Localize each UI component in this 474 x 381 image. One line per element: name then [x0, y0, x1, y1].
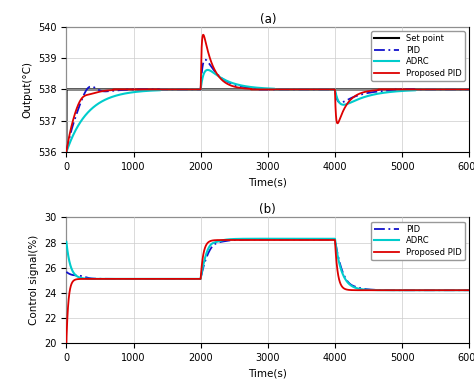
PID [322, 237, 328, 242]
Proposed PID [64, 150, 69, 154]
ADRC [164, 87, 170, 92]
PID [466, 87, 472, 92]
ADRC [352, 98, 358, 103]
ADRC [440, 87, 446, 92]
Line: Set point: Set point [66, 90, 469, 152]
PID [254, 237, 260, 242]
PID [440, 87, 446, 92]
Proposed PID [307, 238, 313, 242]
ADRC [252, 237, 257, 241]
Proposed PID [322, 87, 328, 92]
Title: (a): (a) [260, 13, 276, 26]
Set point [466, 87, 472, 92]
Y-axis label: Output(°C): Output(°C) [22, 61, 32, 118]
PID [64, 150, 69, 154]
PID [164, 277, 170, 281]
PID [307, 237, 313, 242]
ADRC [254, 85, 260, 90]
ADRC [64, 240, 69, 244]
X-axis label: Time(s): Time(s) [248, 368, 287, 378]
ADRC [352, 285, 358, 290]
PID [64, 270, 69, 274]
ADRC [322, 237, 328, 241]
Line: ADRC: ADRC [66, 70, 469, 152]
Set point [64, 87, 69, 92]
Title: (b): (b) [259, 203, 276, 216]
Y-axis label: Control signal(%): Control signal(%) [28, 235, 38, 325]
ADRC [164, 277, 170, 281]
Set point [307, 87, 313, 92]
Proposed PID [440, 288, 446, 293]
ADRC [466, 87, 472, 92]
PID [254, 86, 260, 91]
ADRC [440, 288, 446, 293]
PID [322, 87, 328, 92]
PID [307, 87, 313, 92]
Proposed PID [352, 288, 358, 293]
Set point [254, 87, 260, 92]
Proposed PID [440, 87, 446, 92]
Proposed PID [254, 87, 260, 92]
Line: Proposed PID: Proposed PID [66, 240, 469, 343]
PID [202, 58, 208, 62]
Proposed PID [225, 238, 230, 242]
Set point [164, 87, 170, 92]
Set point [322, 87, 328, 92]
PID [352, 94, 358, 99]
Proposed PID [164, 277, 170, 281]
Line: PID: PID [66, 60, 469, 152]
PID [352, 284, 358, 289]
Legend: Set point, PID, ADRC, Proposed PID: Set point, PID, ADRC, Proposed PID [371, 31, 465, 81]
Proposed PID [64, 341, 69, 345]
Proposed PID [201, 32, 206, 37]
ADRC [64, 150, 69, 154]
Proposed PID [254, 238, 260, 242]
PID [258, 237, 264, 242]
Proposed PID [164, 87, 170, 92]
Proposed PID [307, 87, 313, 92]
Proposed PID [352, 94, 358, 98]
ADRC [379, 288, 385, 293]
ADRC [322, 87, 328, 92]
ADRC [466, 288, 472, 293]
Line: Proposed PID: Proposed PID [66, 35, 469, 152]
Set point [64, 150, 69, 154]
PID [392, 288, 398, 293]
Proposed PID [322, 238, 328, 242]
Set point [440, 87, 446, 92]
ADRC [307, 87, 313, 92]
Legend: PID, ADRC, Proposed PID: PID, ADRC, Proposed PID [371, 222, 465, 260]
Proposed PID [466, 87, 472, 92]
Line: ADRC: ADRC [66, 239, 469, 290]
Set point [352, 87, 358, 92]
X-axis label: Time(s): Time(s) [248, 178, 287, 187]
PID [466, 288, 472, 293]
PID [440, 288, 446, 293]
PID [164, 87, 170, 92]
ADRC [205, 68, 210, 72]
ADRC [254, 237, 260, 241]
ADRC [307, 237, 313, 241]
Line: PID: PID [66, 239, 469, 290]
Proposed PID [466, 288, 472, 293]
